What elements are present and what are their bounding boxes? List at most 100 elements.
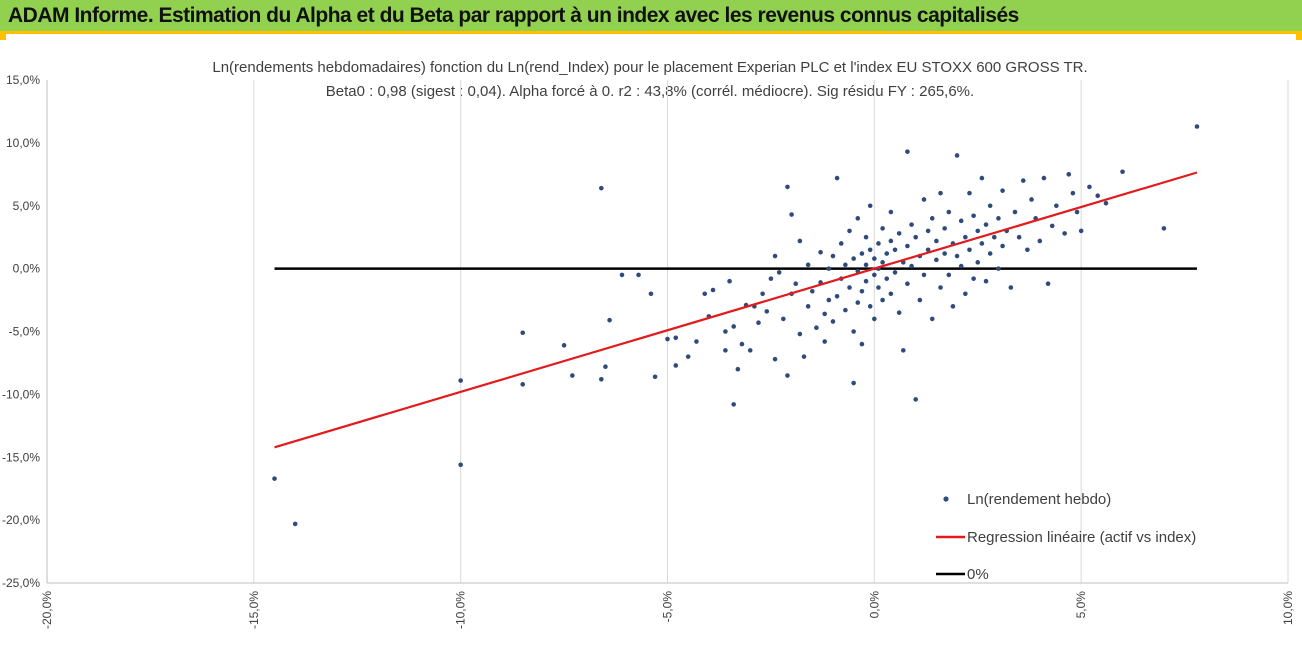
data-point [685,354,691,359]
data-point [1000,243,1005,249]
data-point [950,304,956,309]
data-point [1016,234,1022,240]
data-point [991,234,997,240]
data-point [809,288,815,294]
data-point [863,234,869,240]
data-point [996,266,1001,271]
data-point [830,319,836,324]
data-point [1025,247,1030,253]
data-point [909,222,914,227]
y-tick-label: 0,0% [13,262,41,276]
data-point [967,247,972,253]
grid-lines [253,80,1289,583]
data-point [946,209,952,215]
y-tick-label: 15,0% [6,73,40,87]
data-point [458,378,463,383]
axes [46,80,1288,584]
legend-item-scatter: Ln(rendement hebdo) [943,491,1111,508]
data-point [851,256,856,261]
data-point [888,291,894,297]
data-point [665,336,670,342]
data-point [768,276,774,281]
data-point [872,316,877,322]
data-point [942,251,947,256]
data-point [963,234,968,240]
data-point [673,335,679,341]
data-point [1008,285,1014,290]
data-point [1074,209,1080,215]
data-point [636,272,641,278]
data-point [723,329,728,334]
data-point [838,241,844,246]
chart-title-line2: Beta0 : 0,98 (sigest : 0,04). Alpha forc… [326,83,974,100]
data-point [913,234,918,240]
data-point [1095,193,1101,198]
chart-title-line1: Ln(rendements hebdomadaires) fonction du… [212,59,1087,76]
data-point [996,216,1001,221]
data-point [772,253,778,259]
data-point [1078,228,1084,234]
data-point [826,266,832,271]
data-point [979,175,985,181]
data-point [1037,238,1043,244]
data-point [884,276,890,281]
data-point [925,247,931,253]
data-point [979,241,985,246]
data-point [1070,190,1076,196]
x-tick-label: 5,0% [1074,591,1088,619]
data-point [785,373,790,378]
data-point [826,297,832,303]
x-tick-label: 10,0% [1281,591,1295,625]
series [272,124,1200,527]
data-point [938,285,943,290]
data-point [822,339,827,344]
data-point [599,376,604,382]
data-point [1029,197,1034,202]
data-point [872,256,877,261]
x-tick-label: -5,0% [661,591,675,623]
data-point [892,247,898,253]
data-point [876,241,881,246]
data-point [905,243,910,249]
data-point [905,281,910,287]
y-tick-label: -20,0% [2,513,40,527]
x-tick-label: -10,0% [454,591,468,629]
data-point [851,329,856,334]
data-point [917,297,923,303]
tick-labels: 15,0% 10,0% 5,0% 0,0% -5,0% -10,0% -15,0% -20,0… [2,73,1295,629]
data-point [855,300,861,305]
data-point [648,291,654,297]
data-point [934,238,939,244]
data-point [859,288,865,294]
data-point [710,287,716,293]
data-point [851,380,856,386]
data-point [983,222,989,227]
data-point [954,153,960,158]
y-tick-label: -25,0% [2,576,40,590]
data-point [942,226,947,231]
data-point [1087,184,1092,190]
data-point [760,291,765,297]
data-point [913,397,918,402]
data-point [925,228,931,234]
data-point [1120,169,1125,175]
data-point [1041,175,1047,181]
data-point [1062,231,1067,236]
data-point [946,272,952,278]
data-point [929,216,935,221]
legend-item-zero: 0% [936,566,989,583]
data-point [1045,281,1051,287]
data-point [909,263,914,269]
legend: Ln(rendement hebdo) Regression linéaire … [936,491,1196,583]
data-point [764,309,770,314]
data-point [859,251,865,256]
data-point [814,325,819,331]
data-point [603,364,608,370]
data-point [880,297,885,303]
data-point [975,260,981,265]
y-tick-label: -5,0% [9,325,41,339]
data-point [785,184,790,190]
data-point [888,209,894,215]
data-point [830,253,836,259]
data-point [731,324,736,329]
